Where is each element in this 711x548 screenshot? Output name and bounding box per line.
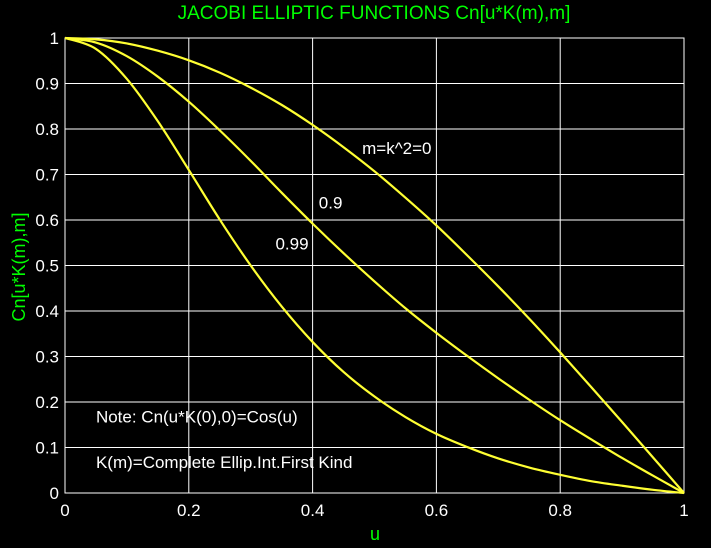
y-tick-label: 0.1 bbox=[35, 439, 59, 458]
x-tick-label: 0 bbox=[60, 501, 69, 520]
x-tick-label: 0.6 bbox=[425, 501, 449, 520]
y-tick-label: 0.3 bbox=[35, 348, 59, 367]
annotation-label: K(m)=Complete Ellip.Int.First Kind bbox=[96, 453, 353, 472]
x-axis-ticks: 0 0.2 0.4 0.6 0.8 1 bbox=[60, 501, 688, 520]
x-axis-label: u bbox=[370, 524, 380, 544]
annotation-label: 0.99 bbox=[275, 235, 308, 254]
chart-title: JACOBI ELLIPTIC FUNCTIONS Cn[u*K(m),m] bbox=[178, 3, 571, 24]
y-tick-label: 0 bbox=[50, 484, 59, 503]
y-axis-ticks: 0 0.1 0.2 0.3 0.4 0.5 0.6 0.7 0.8 0.9 1 bbox=[35, 29, 59, 503]
x-tick-label: 0.4 bbox=[301, 501, 325, 520]
series-line-1 bbox=[64, 36, 685, 494]
x-tick-label: 0.8 bbox=[548, 501, 572, 520]
y-tick-label: 0.5 bbox=[35, 257, 59, 276]
x-tick-label: 0.2 bbox=[177, 501, 201, 520]
annotation-label: 0.9 bbox=[319, 194, 343, 213]
y-tick-label: 0.8 bbox=[35, 120, 59, 139]
y-axis-label: Cn[u*K(m),m] bbox=[9, 212, 29, 321]
y-tick-label: 0.6 bbox=[35, 211, 59, 230]
y-tick-label: 0.9 bbox=[35, 75, 59, 94]
series-lines bbox=[64, 36, 685, 495]
y-tick-label: 0.7 bbox=[35, 166, 59, 185]
series-line-0 bbox=[64, 36, 685, 494]
x-tick-label: 1 bbox=[679, 501, 688, 520]
annotation-label: Note: Cn(u*K(0),0)=Cos(u) bbox=[96, 407, 298, 426]
grid-lines bbox=[64, 37, 685, 494]
series-line-2 bbox=[64, 36, 685, 495]
y-tick-label: 0.2 bbox=[35, 393, 59, 412]
y-tick-label: 0.4 bbox=[35, 302, 59, 321]
annotation-label: m=k^2=0 bbox=[362, 139, 431, 158]
y-tick-label: 1 bbox=[50, 29, 59, 48]
annotations: m=k^2=0 0.9 0.99 Note: Cn(u*K(0),0)=Cos(u) K… bbox=[96, 139, 432, 472]
plot-frame bbox=[64, 37, 685, 494]
